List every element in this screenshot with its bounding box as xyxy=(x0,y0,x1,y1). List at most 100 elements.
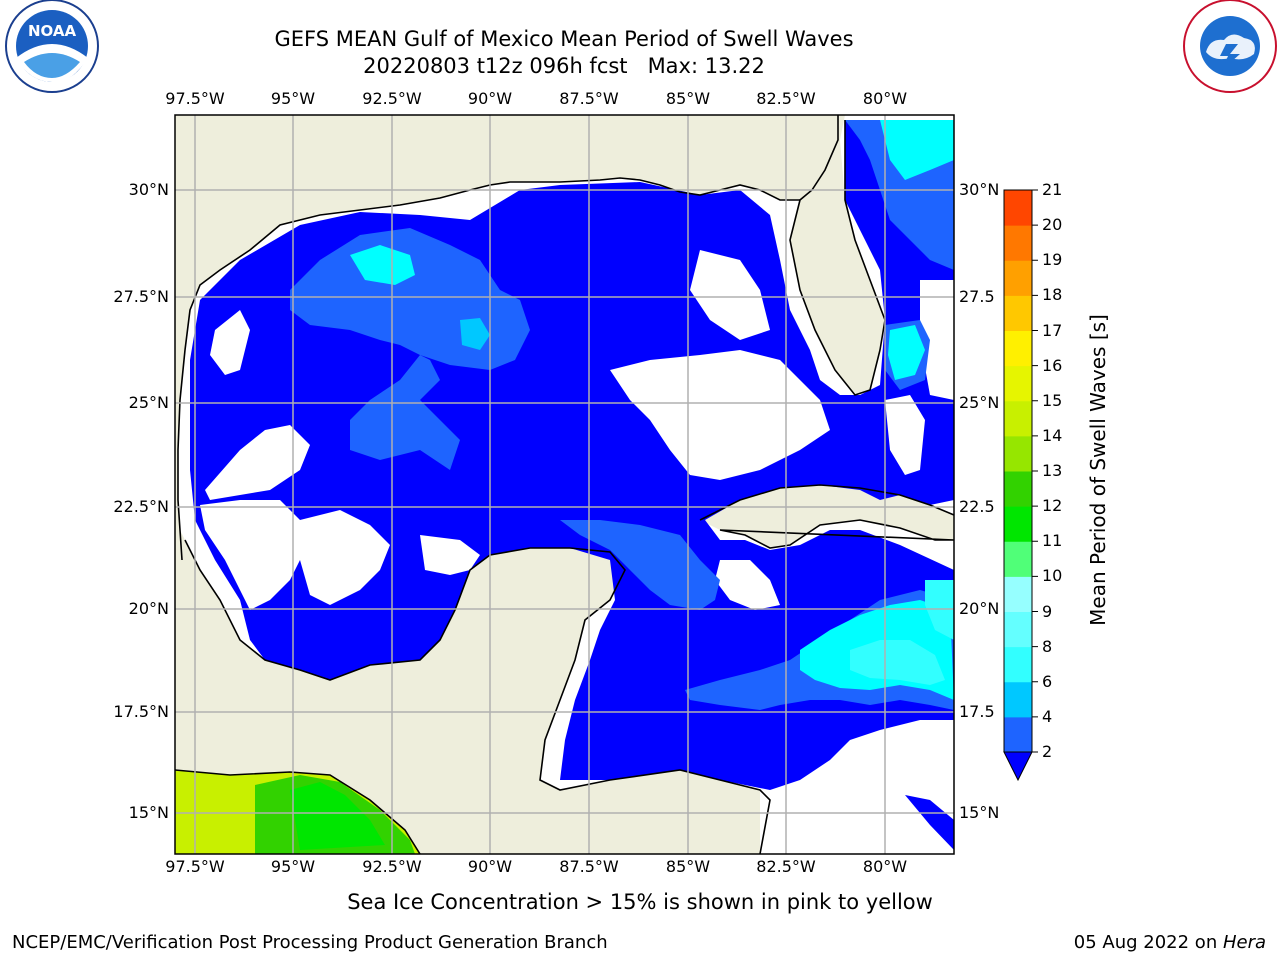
credit-line: NCEP/EMC/Verification Post Processing Pr… xyxy=(12,932,608,953)
colorbar-segment xyxy=(1004,400,1032,437)
date-line: 05 Aug 2022 on Hera xyxy=(1074,932,1266,953)
map-border xyxy=(174,114,955,855)
coastlines xyxy=(175,115,954,854)
field-gap-6 xyxy=(610,350,830,480)
lat-label-left: 15°N xyxy=(128,803,169,822)
colorbar-segment xyxy=(1004,190,1032,226)
colorbar-segment xyxy=(1004,716,1032,753)
field-swell-9-10 xyxy=(290,782,385,850)
lat-label-right: 20°N xyxy=(959,599,1000,618)
lat-label-left: 22.5°N xyxy=(113,497,169,516)
host-name: Hera xyxy=(1222,932,1266,953)
lon-label-bottom: 87.5°W xyxy=(559,857,619,876)
lat-label-right: 27.5 xyxy=(959,287,995,306)
field-gap-5 xyxy=(420,535,480,575)
lon-label-top: 85°W xyxy=(665,89,711,108)
colorbar-tick-label: 19 xyxy=(1042,250,1063,270)
colorbar-tick-label: 11 xyxy=(1042,531,1063,551)
colorbar-tick-label: 4 xyxy=(1042,706,1053,726)
map-panel xyxy=(174,114,955,855)
colorbar-tick-label: 16 xyxy=(1042,355,1063,375)
colorbar-segment xyxy=(1004,681,1032,718)
colorbar-tick-label: 21 xyxy=(1042,180,1063,199)
lon-label-bottom: 97.5°W xyxy=(165,857,225,876)
lon-label-bottom: 85°W xyxy=(665,857,711,876)
colorbar-segment xyxy=(1004,576,1032,612)
colorbar-tick-label: 10 xyxy=(1042,566,1063,586)
chart-title: GEFS MEAN Gulf of Mexico Mean Period of … xyxy=(0,26,1128,80)
colorbar-tick-label: 6 xyxy=(1042,671,1053,691)
colorbar-segment xyxy=(1004,541,1032,577)
sea-ice-note: Sea Ice Concentration > 15% is shown in … xyxy=(347,890,933,914)
lon-label-bottom: 95°W xyxy=(270,857,316,876)
colorbar-segment xyxy=(1004,260,1032,296)
lon-label-top: 97.5°W xyxy=(165,89,225,108)
colorbar-segment xyxy=(1004,611,1032,648)
lat-label-left: 30°N xyxy=(128,180,169,199)
lat-label-right: 25°N xyxy=(959,393,1000,412)
colorbar-segment xyxy=(1004,225,1032,261)
field-swell-2-4-north xyxy=(290,228,530,470)
field-swell-4-6-north xyxy=(350,245,415,285)
lat-label-left: 27.5°N xyxy=(113,287,169,306)
colorbar-under-arrow xyxy=(1003,751,1033,782)
colorbar-segment xyxy=(1004,646,1032,683)
lat-label-left: 20°N xyxy=(128,599,169,618)
field-gap-8 xyxy=(715,560,780,610)
land-usa xyxy=(175,115,840,560)
field-swell-4-6-atlantic xyxy=(880,120,954,180)
field-swell-2-4-center xyxy=(560,520,720,610)
field-gap-1 xyxy=(210,310,250,375)
colorbar-tick-label: 13 xyxy=(1042,461,1063,480)
date-text: 05 Aug 2022 on xyxy=(1073,932,1223,953)
field-gap-10 xyxy=(920,280,954,400)
lat-label-left: 25°N xyxy=(128,393,169,412)
lat-label-right: 15°N xyxy=(959,803,1000,822)
field-swell-6-8-caribbean xyxy=(850,640,945,685)
lon-label-top: 87.5°W xyxy=(559,89,619,108)
noaa-logo: NOAA xyxy=(5,0,99,93)
colorbar-tick-label: 12 xyxy=(1042,496,1063,516)
field-swell-4-6-bubble xyxy=(460,318,490,350)
colorbar-tick-label: 14 xyxy=(1042,425,1063,445)
colorbar-tick-label: 18 xyxy=(1042,285,1063,305)
colorbar-segment xyxy=(1004,330,1032,367)
colorbar-segment xyxy=(1004,506,1032,542)
colorbar-title: Mean Period of Swell Waves [s] xyxy=(1086,314,1110,626)
colorbar-tick-label: 17 xyxy=(1042,320,1063,340)
lat-label-right: 17.5 xyxy=(959,702,995,721)
lon-label-bottom: 90°W xyxy=(467,857,513,876)
colorbar xyxy=(1003,189,1038,782)
field-gap-3 xyxy=(200,500,310,610)
colorbar-tick-label: 9 xyxy=(1042,601,1053,621)
lon-label-top: 80°W xyxy=(862,89,908,108)
lon-label-top: 95°W xyxy=(270,89,316,108)
lat-label-left: 17.5°N xyxy=(113,702,169,721)
colorbar-segment xyxy=(1004,365,1032,402)
lat-label-right: 22.5 xyxy=(959,497,995,516)
lat-label-right: 30°N xyxy=(959,180,1000,199)
title-line-2: 20220803 t12z 096h fcst Max: 13.22 xyxy=(363,54,765,78)
colorbar-tick-label: 8 xyxy=(1042,636,1053,656)
colorbar-tick-label: 2 xyxy=(1042,742,1053,761)
field-gap-11 xyxy=(760,730,954,854)
lon-label-top: 90°W xyxy=(467,89,513,108)
graticule xyxy=(175,115,954,854)
lon-label-top: 82.5°W xyxy=(756,89,816,108)
noaa-logo-text: NOAA xyxy=(28,22,77,40)
colorbar-segment xyxy=(1004,295,1032,331)
field-gap-12 xyxy=(905,795,954,850)
colorbar-segment xyxy=(1004,471,1032,507)
lon-label-bottom: 92.5°W xyxy=(362,857,422,876)
colorbar-segment xyxy=(1004,435,1032,472)
field-gap-9 xyxy=(885,395,925,475)
field-swell-4-6-fl-east xyxy=(888,325,925,380)
title-line-1: GEFS MEAN Gulf of Mexico Mean Period of … xyxy=(274,27,854,51)
field-gap-2 xyxy=(205,425,310,500)
field-swell-6-8-east xyxy=(925,580,954,640)
colorbar-tick-label: 15 xyxy=(1042,390,1063,410)
land-mexico xyxy=(175,520,770,854)
nws-logo xyxy=(1183,0,1277,93)
colorbar-tick-label: 20 xyxy=(1042,215,1063,235)
